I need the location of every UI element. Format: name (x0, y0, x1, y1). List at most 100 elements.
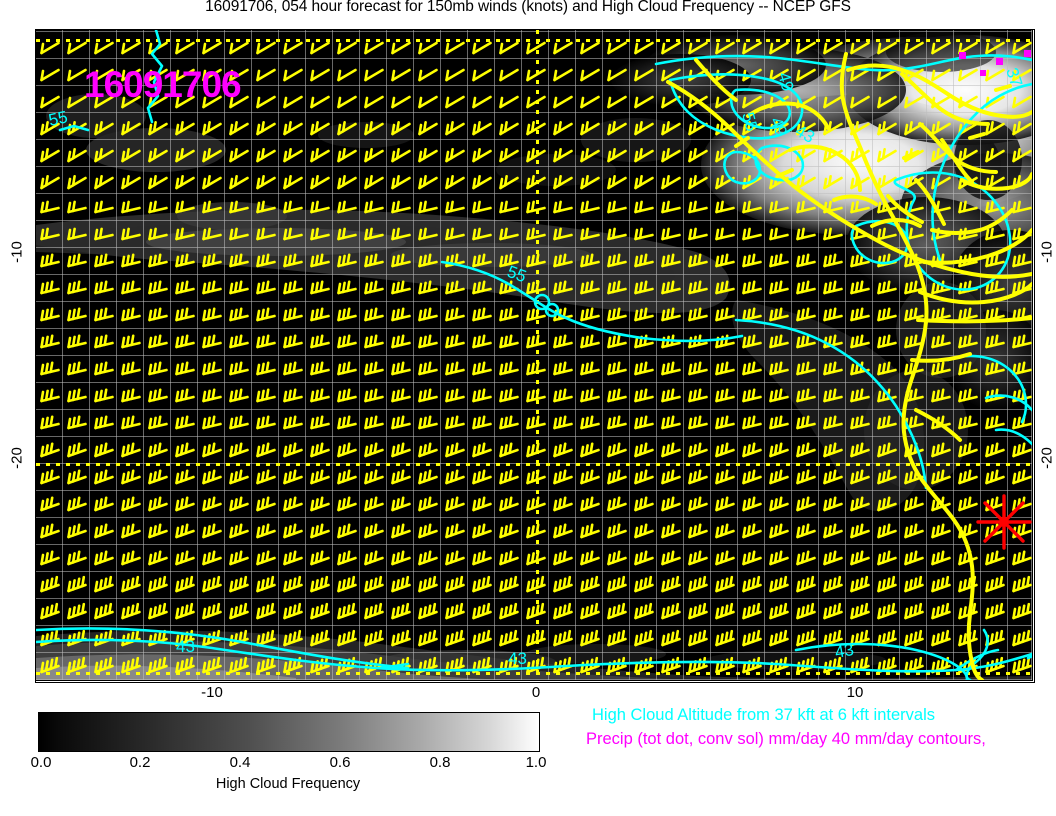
wind-barb (472, 280, 492, 295)
wind-barb (121, 41, 141, 55)
wind-barb (472, 523, 492, 539)
wind-barb (553, 227, 573, 241)
wind-barb (445, 227, 465, 241)
wind-barb (526, 120, 546, 136)
wind-barb (202, 120, 222, 136)
wind-barb (985, 253, 1005, 268)
wind-barb (364, 280, 384, 295)
wind-barb (607, 227, 627, 241)
wind-barb (850, 575, 870, 593)
wind-barb (688, 575, 708, 593)
wind-barb (634, 280, 654, 295)
wind-barb (229, 523, 249, 539)
wind-barb (850, 388, 870, 403)
wind-barb (418, 602, 438, 620)
wind-barb (229, 415, 249, 430)
wind-barb (877, 523, 897, 539)
wind-barb (121, 656, 141, 674)
wind-barb (67, 442, 87, 458)
wind-barb (175, 174, 195, 190)
wind-barb (850, 253, 870, 268)
wind-barb (202, 253, 222, 268)
wind-barb (769, 575, 789, 593)
wind-barb (985, 550, 1005, 566)
wind-barb (202, 496, 222, 512)
wind-barb (634, 147, 654, 163)
wind-barb (499, 388, 519, 403)
wind-barb (310, 361, 330, 376)
wind-barb (931, 388, 951, 403)
wind-barb (499, 41, 519, 55)
wind-barb (229, 361, 249, 376)
wind-barb (769, 442, 789, 458)
wind-barb (391, 602, 411, 620)
wind-barb (310, 496, 330, 512)
major-gridline-y-20 (36, 463, 1032, 466)
wind-barb (121, 388, 141, 403)
wind-barb (877, 415, 897, 430)
wind-barb (148, 469, 168, 485)
wind-barb (94, 253, 114, 268)
total-precip-dots (959, 50, 1031, 76)
wind-barb (580, 523, 600, 539)
wind-barb (742, 602, 762, 620)
map-plot-area[interactable]: 55 49 55 49 43 37 55 43 43 43 16091706 (36, 30, 1032, 680)
wind-barb (634, 602, 654, 620)
wind-barb (526, 174, 546, 190)
wind-barb (445, 200, 465, 214)
wind-barb (634, 200, 654, 214)
wind-barb (850, 602, 870, 620)
wind-barb (121, 174, 141, 190)
wind-barb (121, 280, 141, 295)
wind-barb (850, 523, 870, 539)
wind-barb (985, 602, 1005, 620)
wind-barb (148, 442, 168, 458)
wind-barb (796, 602, 816, 620)
wind-barb (877, 496, 897, 512)
wind-barb (634, 388, 654, 403)
wind-barb (850, 469, 870, 485)
wind-barb (688, 174, 708, 190)
contour-label-55c: 55 (505, 262, 529, 286)
wind-barb (40, 656, 60, 674)
wind-barb (256, 174, 276, 190)
wind-barb (931, 361, 951, 376)
wind-barb (526, 575, 546, 593)
wind-barb (499, 575, 519, 593)
wind-barb (769, 41, 789, 55)
wind-barb (769, 602, 789, 620)
wind-barb (202, 200, 222, 214)
wind-barb (634, 550, 654, 566)
wind-barb (67, 227, 87, 241)
wind-barb (202, 415, 222, 430)
wind-barb (418, 523, 438, 539)
wind-barb (823, 415, 843, 430)
wind-barb (445, 41, 465, 55)
wind-barb (256, 388, 276, 403)
wind-barb (877, 280, 897, 295)
wind-barb (904, 602, 924, 620)
wind-barb (796, 575, 816, 593)
wind-barb (40, 575, 60, 593)
wind-barb (823, 174, 843, 190)
wind-barb (364, 120, 384, 136)
wind-barb (715, 496, 735, 512)
wind-barb (553, 95, 573, 109)
wind-barb (94, 550, 114, 566)
wind-barb (823, 41, 843, 55)
wind-barb (337, 469, 357, 485)
wind-barb (40, 68, 60, 82)
wind-barb (985, 334, 1005, 349)
wind-barb (67, 174, 87, 190)
wind-barb (796, 415, 816, 430)
wind-barb (580, 280, 600, 295)
wind-barb (742, 550, 762, 566)
wind-barb (364, 415, 384, 430)
wind-barb (634, 253, 654, 268)
wind-barb (445, 174, 465, 190)
wind-barb (769, 361, 789, 376)
wind-barb (472, 334, 492, 349)
wind-barb (877, 469, 897, 485)
wind-barb (391, 253, 411, 268)
wind-barb (769, 227, 789, 241)
